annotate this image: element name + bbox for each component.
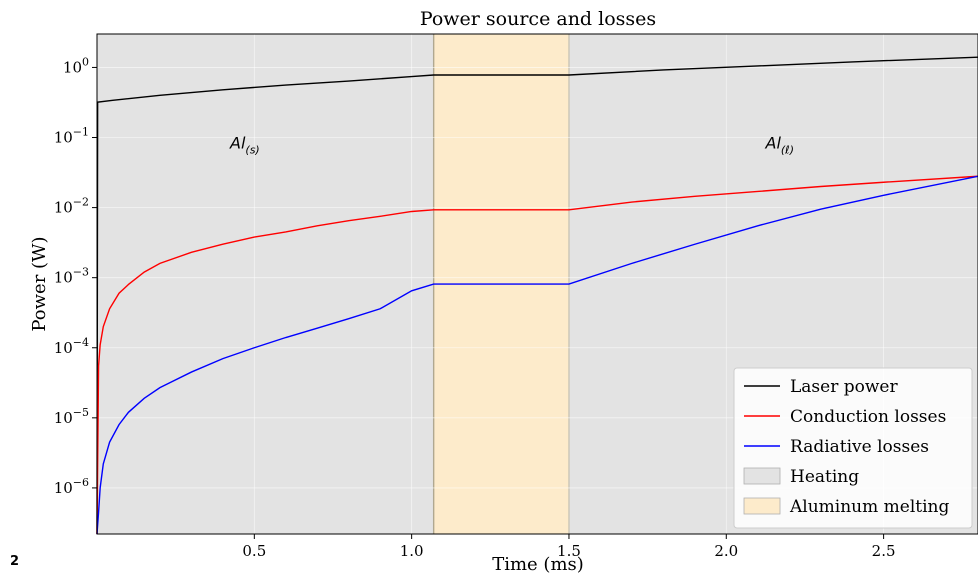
x-tick-label: 2.0 <box>714 542 738 560</box>
chart-title: Power source and losses <box>420 8 656 30</box>
y-tick-label: 10−6 <box>54 476 89 497</box>
y-tick-label: 10−5 <box>54 406 89 427</box>
legend-swatch-patch <box>743 497 781 515</box>
y-axis-label: Power (W) <box>29 236 50 331</box>
x-tick-label: 2.5 <box>872 542 896 560</box>
legend-label: Aluminum melting <box>789 497 949 517</box>
legend-box <box>733 367 973 529</box>
phase-annotation: Al(ℓ) <box>765 133 795 156</box>
x-tick-label: 1.0 <box>400 542 424 560</box>
series-line-conduction-losses <box>96 175 978 535</box>
legend: Laser power Conduction losses Radiative lo… <box>733 367 973 529</box>
series-line-laser-power <box>96 56 978 535</box>
corner-label: 2 <box>10 554 20 569</box>
legend-label: Radiative losses <box>790 437 929 457</box>
series-line-radiative-losses <box>96 175 978 535</box>
x-axis-label: Time (ms) <box>492 554 584 574</box>
y-tick-label: 10−4 <box>54 336 89 357</box>
y-tick-label: 10−3 <box>54 266 89 287</box>
y-tick-label: 10−1 <box>54 126 89 147</box>
plot-frame <box>96 33 978 535</box>
y-tick-label: 10−2 <box>54 196 89 217</box>
region-heating <box>97 34 434 534</box>
plot-area: 0.5 1.0 1.5 2.0 2.5 100 10−1 10−2 10−3 10−4 10−5 10… <box>54 33 978 560</box>
legend-label: Laser power <box>790 377 898 397</box>
y-tick-label: 100 <box>63 55 89 76</box>
x-tick-label: 1.5 <box>557 542 581 560</box>
legend-swatch-patch <box>743 467 781 485</box>
legend-label: Heating <box>790 467 859 487</box>
phase-annotation: Al(s) <box>229 133 260 156</box>
legend-label: Conduction losses <box>790 407 946 427</box>
x-tick-label: 0.5 <box>242 542 266 560</box>
